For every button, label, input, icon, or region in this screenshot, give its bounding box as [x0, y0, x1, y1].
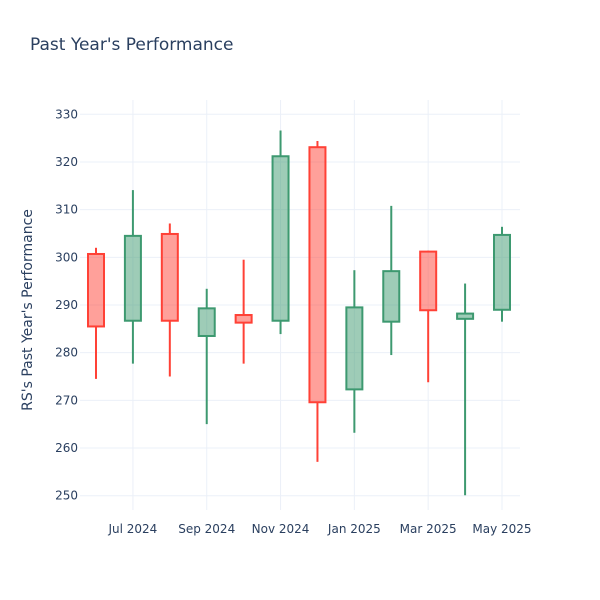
x-tick-label: Jul 2024 [107, 522, 157, 536]
y-tick-label: 280 [55, 346, 78, 360]
x-tick-label: Jan 2025 [327, 522, 381, 536]
x-tick-label: Nov 2024 [252, 522, 310, 536]
candle [456, 283, 475, 496]
candle-body [382, 270, 401, 323]
x-tick-label: Mar 2025 [400, 522, 457, 536]
x-axis-ticks: Jul 2024 Sep 2024 Nov 2024 Jan 2025 Mar 2025… [107, 522, 531, 536]
candle-body [456, 312, 475, 320]
y-tick-label: 310 [55, 203, 78, 217]
candle-body [123, 234, 142, 322]
candle-body [160, 232, 179, 322]
candle-body [87, 252, 105, 328]
candle-body [308, 146, 327, 404]
y-tick-label: 260 [55, 441, 78, 455]
y-tick-label: 300 [55, 250, 78, 264]
candle-body [345, 306, 364, 391]
chart-title: Past Year's Performance [30, 35, 234, 55]
x-tick-label: Sep 2024 [178, 522, 235, 536]
candle-body [271, 155, 290, 322]
y-tick-label: 270 [55, 393, 78, 407]
candle-body [493, 233, 511, 311]
y-tick-label: 250 [55, 489, 78, 503]
candle-body [197, 307, 216, 337]
candle [160, 223, 179, 377]
y-tick-label: 320 [55, 155, 78, 169]
candle [493, 226, 511, 322]
candle [234, 259, 253, 364]
candle [271, 130, 290, 335]
candles [87, 130, 511, 496]
grid-lines [80, 100, 520, 510]
candle [123, 190, 142, 364]
candle-body [419, 250, 438, 312]
y-tick-label: 330 [55, 107, 78, 121]
y-axis-ticks: 250 260 270 280 290 300 310 320 330 [55, 107, 78, 502]
candle [308, 141, 327, 462]
candle [197, 288, 216, 425]
x-tick-label: May 2025 [472, 522, 531, 536]
candle-body [234, 314, 253, 324]
candle [382, 205, 401, 356]
y-tick-label: 290 [55, 298, 78, 312]
candle [419, 250, 438, 383]
candle [345, 270, 364, 433]
y-axis-label: RS's Past Year's Performance [20, 209, 36, 411]
candle [87, 247, 105, 379]
